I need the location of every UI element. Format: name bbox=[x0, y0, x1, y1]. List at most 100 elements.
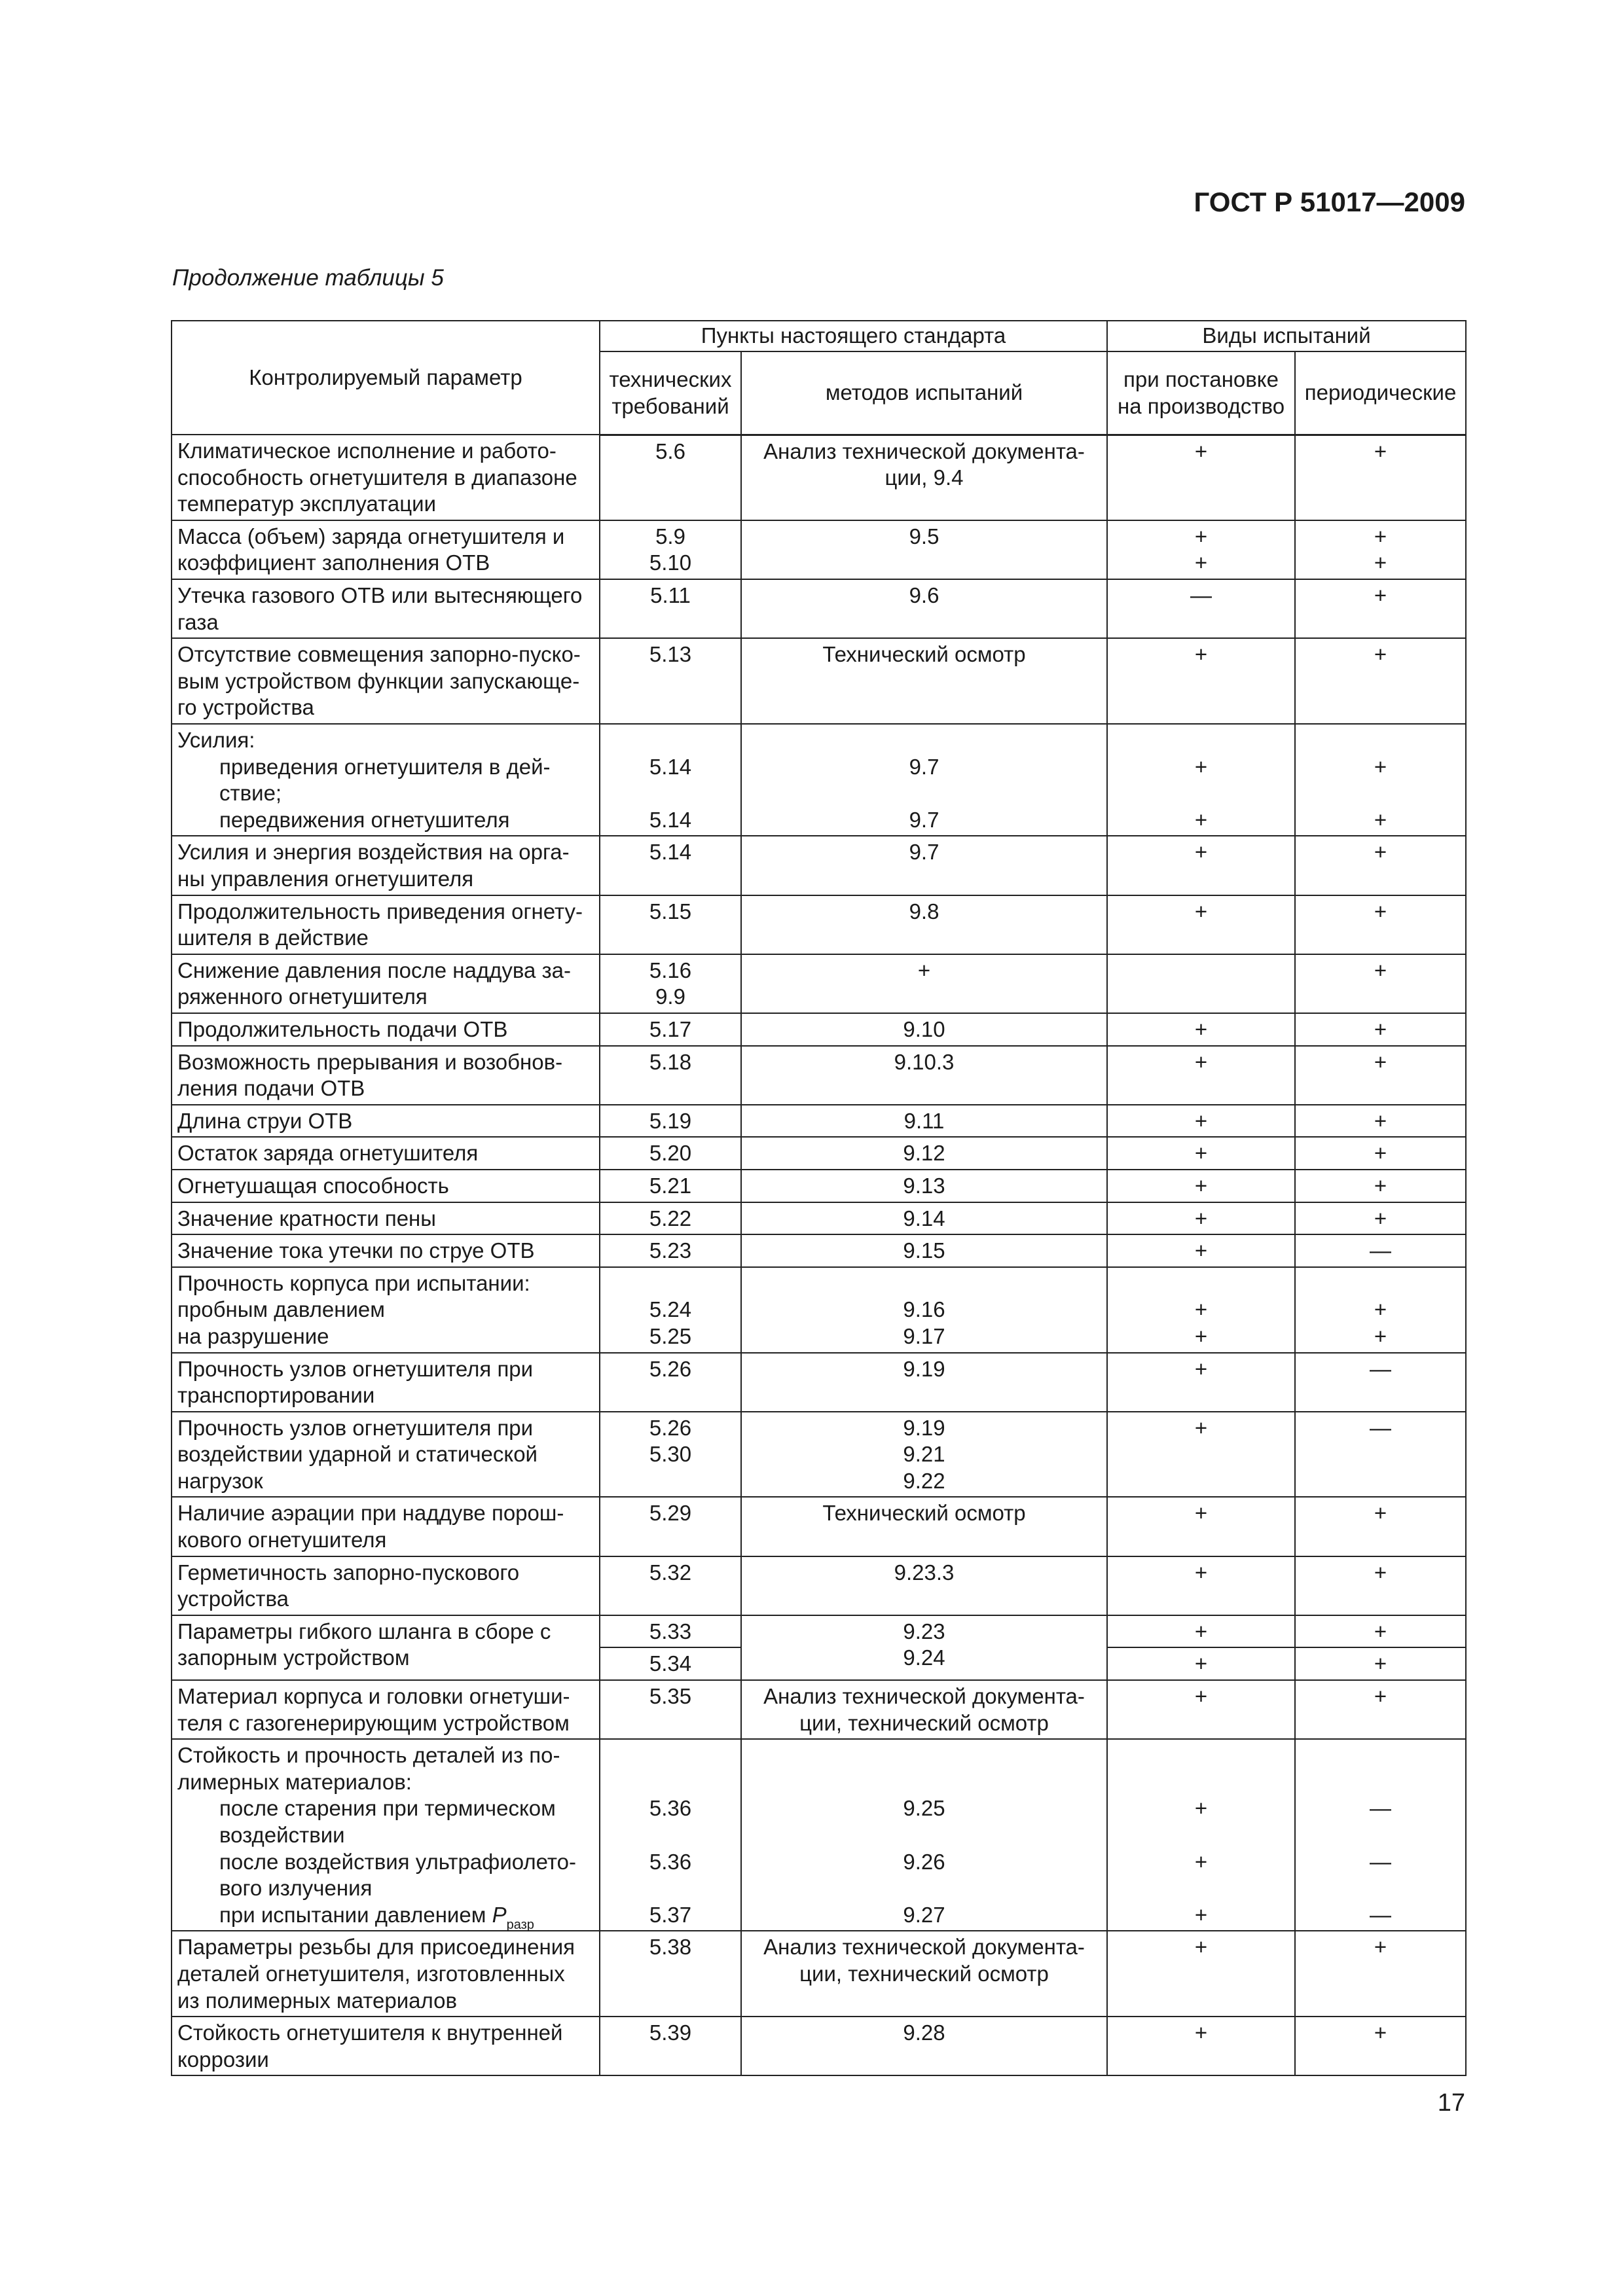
req-line: 5.14 bbox=[649, 840, 692, 865]
table-row: Климатическое исполнение и работо-способ… bbox=[171, 434, 1467, 521]
param-line: пробным давлением bbox=[177, 1297, 385, 1322]
req-cell: 5.23 bbox=[599, 1234, 742, 1268]
param-line: Герметичность запорно-пускового bbox=[177, 1560, 520, 1585]
param-cell: Отсутствие совмещения запорно-пуско-вым … bbox=[171, 637, 600, 725]
req-cell: 5.21 bbox=[599, 1168, 742, 1203]
header-text: при постановке bbox=[1123, 367, 1279, 391]
req-line bbox=[606, 1875, 735, 1902]
period-line: — bbox=[1370, 1902, 1392, 1927]
param-cell: Длина струи ОТВ bbox=[171, 1103, 600, 1138]
prod-cell: + bbox=[1106, 637, 1296, 725]
table-row: Стойкость огнетушителя к внутренней корро… bbox=[171, 2016, 1467, 2077]
req-cell: 5.26 bbox=[599, 1352, 742, 1412]
period-cell: + bbox=[1294, 1136, 1467, 1170]
prod-cell: + bbox=[1106, 1555, 1296, 1616]
period-cell: + + bbox=[1294, 1266, 1467, 1354]
method-line: 9.10 bbox=[903, 1016, 945, 1041]
period-line: + bbox=[1374, 1935, 1387, 1960]
method-line: 9.15 bbox=[903, 1238, 945, 1263]
param-text: вого излучения bbox=[219, 1876, 373, 1901]
period-line: + bbox=[1374, 1560, 1387, 1585]
param-cell: Материал корпуса и головки огнетуши-теля… bbox=[171, 1679, 600, 1740]
param-line: газа bbox=[177, 609, 219, 634]
table-row: Масса (объем) заряда огнетушителя и коэфф… bbox=[171, 519, 1467, 581]
period-line: + bbox=[1374, 1173, 1387, 1198]
header-prod: при постановке на производство bbox=[1106, 350, 1296, 436]
param-text: передвижения огнетушителя bbox=[219, 807, 510, 832]
period-line: + bbox=[1374, 1141, 1387, 1166]
table-caption: Продолжение таблицы 5 bbox=[172, 265, 444, 291]
prod-line bbox=[1113, 1270, 1289, 1297]
prod-line: + bbox=[1194, 807, 1208, 832]
req-line: 5.18 bbox=[649, 1049, 692, 1074]
param-line: деталей огнетушителя, изготовленных bbox=[177, 1961, 565, 1986]
param-line: Параметры гибкого шланга в сборе с bbox=[177, 1619, 551, 1643]
table-row: Стойкость и прочность деталей из по-лиме… bbox=[171, 1738, 1467, 1932]
page-number: 17 bbox=[1437, 2089, 1465, 2117]
param-cell: Продолжительность приведения огнету-шите… bbox=[171, 894, 600, 955]
table-row: Значение тока утечки по струе ОТВ 5.23 9.1… bbox=[171, 1234, 1467, 1268]
period-cell: + bbox=[1294, 1555, 1467, 1616]
method-line: Технический осмотр bbox=[822, 1501, 1026, 1526]
param-text: после старения при термическом bbox=[219, 1796, 556, 1821]
method-cell: 9.11 bbox=[740, 1103, 1108, 1138]
period-line: — bbox=[1370, 1238, 1392, 1263]
period-cell: + bbox=[1294, 1012, 1467, 1047]
table-row: Материал корпуса и головки огнетуши-теля… bbox=[171, 1679, 1467, 1740]
param-cell: Остаток заряда огнетушителя bbox=[171, 1136, 600, 1170]
method-cell: 9.23 9.24 bbox=[740, 1614, 1108, 1681]
req-line bbox=[606, 1822, 735, 1849]
param-line: Прочность корпуса при испытании: bbox=[177, 1270, 530, 1295]
table-row: Продолжительность подачи ОТВ 5.17 9.10 + + bbox=[171, 1012, 1467, 1047]
req-line bbox=[606, 727, 735, 754]
param-line: Стойкость и прочность деталей из по- bbox=[177, 1743, 560, 1768]
req-line: 9.9 bbox=[655, 984, 685, 1009]
param-cell: Утечка газового ОТВ или вытесняющего газа bbox=[171, 579, 600, 639]
prod-line: + bbox=[1194, 1935, 1208, 1960]
prod-line: + bbox=[1194, 524, 1208, 548]
req-cell: 5.32 bbox=[599, 1555, 742, 1616]
table-row: Прочность узлов огнетушителя при воздейст… bbox=[171, 1410, 1467, 1498]
req-line: 5.32 bbox=[649, 1560, 692, 1585]
period-cell: + bbox=[1294, 1930, 1467, 2018]
method-cell: 9.10 bbox=[740, 1012, 1108, 1047]
param-cell: Значение тока утечки по струе ОТВ bbox=[171, 1234, 600, 1268]
method-line: 9.13 bbox=[903, 1173, 945, 1198]
param-line: запорным устройством bbox=[177, 1645, 410, 1670]
method-line bbox=[747, 1270, 1101, 1297]
prod-line: + bbox=[1194, 1141, 1208, 1166]
period-cell: + bbox=[1294, 1045, 1467, 1105]
param-line: после старения при термическом bbox=[177, 1795, 594, 1822]
req-cell: 5.15 bbox=[599, 894, 742, 955]
period-cell: — — — bbox=[1294, 1738, 1467, 1932]
prod-cell: + bbox=[1106, 434, 1296, 521]
param-line: Усилия: bbox=[177, 728, 255, 753]
param-line: устройства bbox=[177, 1587, 289, 1611]
period-line bbox=[1301, 1822, 1460, 1849]
param-line: из полимерных материалов bbox=[177, 1988, 457, 2013]
method-line: 9.23 bbox=[903, 1619, 945, 1643]
method-line: 9.19 bbox=[903, 1415, 945, 1440]
header-period: периодические bbox=[1294, 350, 1467, 436]
header-text: периодические bbox=[1304, 380, 1457, 405]
prod-cell: + bbox=[1106, 1352, 1296, 1412]
req-line bbox=[606, 1769, 735, 1796]
req-line: 5.19 bbox=[649, 1108, 692, 1133]
req-cell: 5.38 bbox=[599, 1930, 742, 2018]
param-line: теля с газогенерирующим устройством bbox=[177, 1710, 570, 1735]
prod-cell: + bbox=[1106, 835, 1296, 896]
prod-cell: + + bbox=[1106, 723, 1296, 837]
table-row: Утечка газового ОТВ или вытесняющего газа… bbox=[171, 579, 1467, 639]
table-row: Усилия: приведения огнетушителя в дей-ств… bbox=[171, 723, 1467, 837]
method-line: 9.24 bbox=[903, 1645, 945, 1670]
period-line: + bbox=[1374, 1206, 1387, 1230]
method-cell: Анализ технической документа-ции, технич… bbox=[740, 1679, 1108, 1740]
period-cell: + bbox=[1294, 1201, 1467, 1236]
method-line: 9.7 bbox=[909, 840, 939, 865]
param-cell: Усилия и энергия воздействия на орга-ны … bbox=[171, 835, 600, 896]
prod-line bbox=[1113, 780, 1289, 807]
table-row: Длина струи ОТВ 5.19 9.11 + + bbox=[171, 1103, 1467, 1138]
method-cell: Анализ технической документа-ции, 9.4 bbox=[740, 434, 1108, 521]
req-line bbox=[606, 1270, 735, 1297]
pressure-subscript: разр bbox=[506, 1917, 534, 1932]
